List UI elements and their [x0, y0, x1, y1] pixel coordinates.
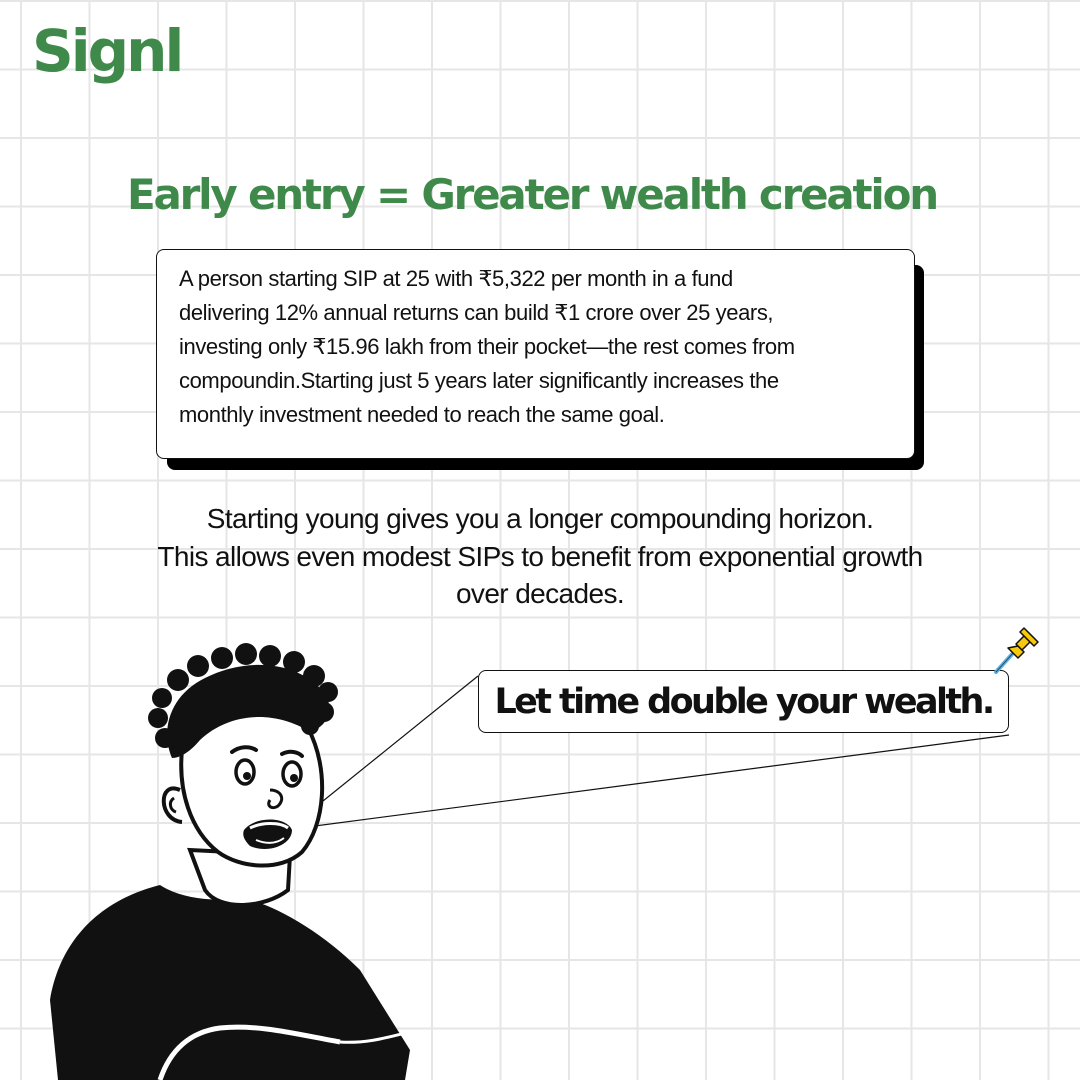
speech-bubble-text: Let time double your wealth. — [494, 681, 995, 722]
tshirt — [50, 885, 410, 1080]
person-illustration — [50, 643, 411, 1080]
info-card-line: compoundin.Starting just 5 years later s… — [179, 368, 779, 393]
page-headline: Early entry = Greater wealth creation — [127, 170, 939, 219]
ear — [161, 786, 183, 824]
pushpin-icon — [994, 627, 1039, 674]
right-eye — [281, 760, 303, 788]
info-card-line: monthly investment needed to reach the s… — [179, 402, 665, 427]
body-line: Starting young gives you a longer compou… — [206, 503, 874, 534]
speech-bubble: Let time double your wealth. — [478, 670, 1009, 733]
info-card-line: delivering 12% annual returns can build … — [179, 300, 774, 325]
body-line: This allows even modest SIPs to benefit … — [157, 540, 923, 572]
hair — [148, 643, 338, 758]
brand-logo: Signl — [32, 17, 184, 85]
body-line: over decades. — [455, 578, 625, 609]
info-card-line: investing only ₹15.96 lakh from their po… — [179, 334, 795, 359]
info-card-line: A person starting SIP at 25 with ₹5,322 … — [179, 266, 733, 291]
body-paragraph: Starting young gives you a longer compou… — [80, 500, 1000, 613]
left-eye — [234, 758, 256, 786]
info-card: A person starting SIP at 25 with ₹5,322 … — [156, 249, 915, 459]
